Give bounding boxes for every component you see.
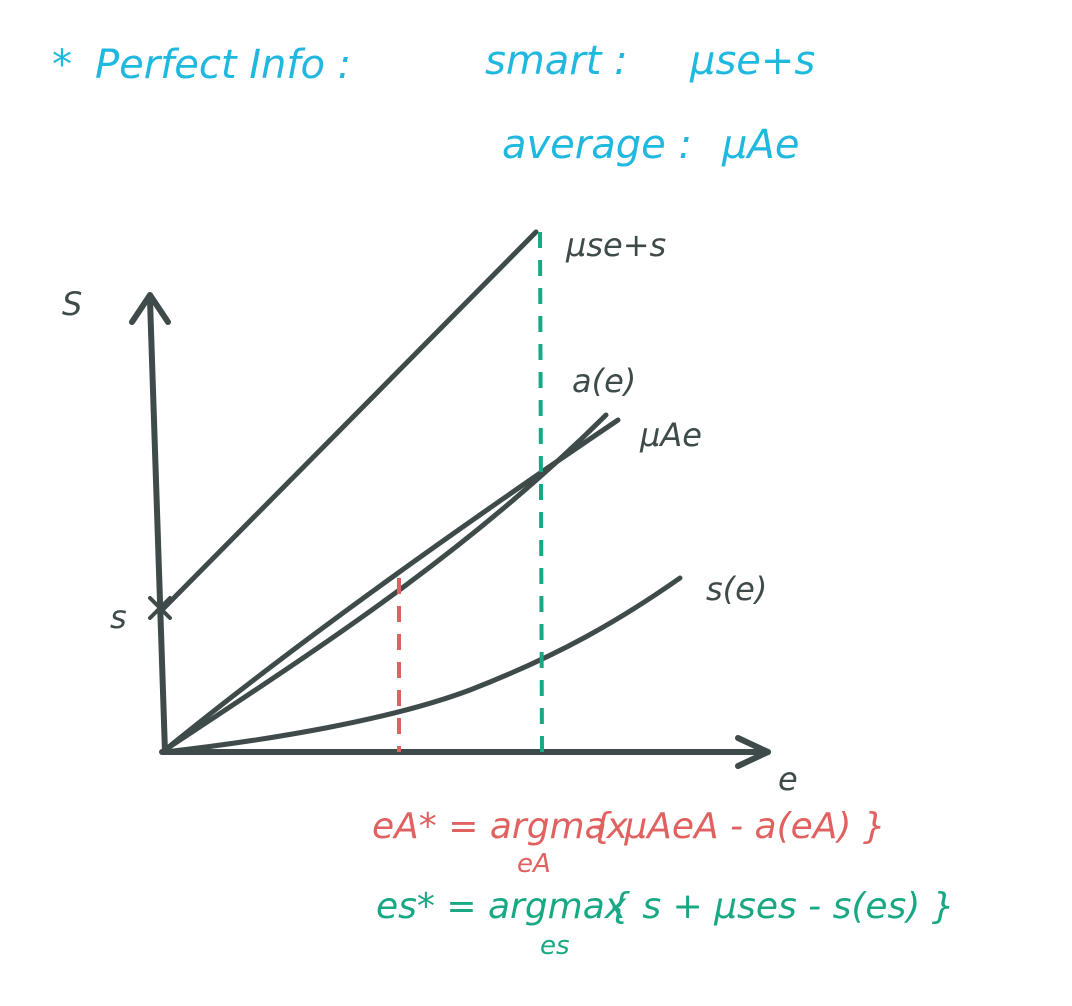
header-average-value: μAe xyxy=(721,122,799,168)
eS-equation: es* = argmax es { s + μses - s(es) } xyxy=(376,886,955,961)
intercept-label: s xyxy=(110,598,127,636)
eS-equation-subscript: es xyxy=(540,931,570,961)
y-axis-line xyxy=(147,297,168,755)
eA-equation-subscript: eA xyxy=(517,849,551,879)
s-curve-label: s(e) xyxy=(706,570,767,608)
smart-line xyxy=(157,229,539,615)
x-axis-label: e xyxy=(778,760,798,798)
a-curve xyxy=(162,412,609,753)
average-line-label: μAe xyxy=(639,416,702,454)
eA-equation-lhs: eA* = argmax xyxy=(372,806,629,847)
header-smart-label: smart : xyxy=(485,38,628,84)
header-star: * xyxy=(52,42,72,88)
smart-line-label: μse+s xyxy=(565,226,666,264)
eA-equation: eA* = argmax eA { μAeA - a(eA) } xyxy=(372,806,886,879)
header: * Perfect Info : smart : μse+s average :… xyxy=(52,38,815,168)
x-axis-arrow-icon xyxy=(735,735,771,769)
header-smart-value: μse+s xyxy=(689,38,815,84)
eS-equation-rhs: { s + μses - s(es) } xyxy=(608,886,955,927)
eA-equation-rhs: { μAeA - a(eA) } xyxy=(590,806,886,847)
s-curve xyxy=(162,575,683,755)
eS-equation-lhs: es* = argmax xyxy=(376,886,627,927)
axes xyxy=(129,292,771,769)
y-axis-arrow-icon xyxy=(129,292,171,325)
header-title: Perfect Info : xyxy=(95,42,351,88)
y-axis-label: S xyxy=(62,285,82,323)
header-average-label: average : xyxy=(502,122,692,168)
eS-dashed-line xyxy=(538,231,544,753)
intercept-star-icon xyxy=(148,592,172,624)
a-curve-label: a(e) xyxy=(572,362,636,400)
